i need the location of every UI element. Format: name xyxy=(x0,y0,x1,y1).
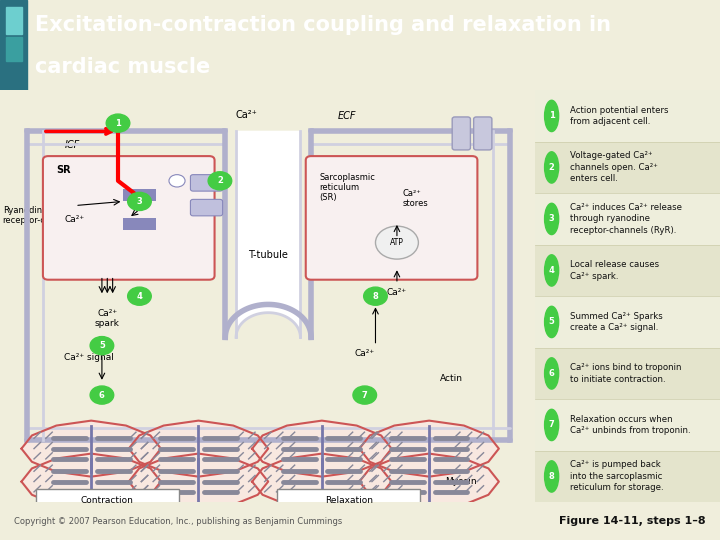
Circle shape xyxy=(376,226,418,259)
FancyBboxPatch shape xyxy=(36,489,179,512)
Polygon shape xyxy=(252,421,392,477)
Polygon shape xyxy=(252,454,392,510)
Text: 5: 5 xyxy=(549,318,554,327)
Bar xyxy=(6,7,22,34)
Text: 3: 3 xyxy=(137,197,143,206)
Text: Figure 14-11, steps 1–8: Figure 14-11, steps 1–8 xyxy=(559,516,706,526)
Text: Summed Ca²⁺ Sparks
create a Ca²⁺ signal.: Summed Ca²⁺ Sparks create a Ca²⁺ signal. xyxy=(570,312,663,332)
Bar xyxy=(535,141,720,193)
Text: 8: 8 xyxy=(549,472,554,481)
Polygon shape xyxy=(22,421,161,477)
Circle shape xyxy=(208,172,232,190)
Text: 4: 4 xyxy=(549,266,554,275)
Circle shape xyxy=(107,114,130,132)
Circle shape xyxy=(127,192,151,211)
Text: 3: 3 xyxy=(549,214,554,224)
Bar xyxy=(535,90,720,141)
Circle shape xyxy=(544,152,559,183)
Circle shape xyxy=(544,100,559,132)
Bar xyxy=(535,399,720,451)
Text: Ca²⁺ ions bind to troponin
to initiate contraction.: Ca²⁺ ions bind to troponin to initiate c… xyxy=(570,363,682,383)
Text: Actin: Actin xyxy=(440,374,463,383)
Circle shape xyxy=(544,358,559,389)
Circle shape xyxy=(544,306,559,338)
Circle shape xyxy=(353,386,377,404)
Text: ECF: ECF xyxy=(338,111,356,121)
Text: cardiac muscle: cardiac muscle xyxy=(35,57,210,77)
Circle shape xyxy=(544,203,559,234)
Bar xyxy=(535,296,720,348)
Text: Ca²⁺ induces Ca²⁺ release
through ryanodine
receptor-channels (RyR).: Ca²⁺ induces Ca²⁺ release through ryanod… xyxy=(570,203,682,235)
Text: Ca²⁺: Ca²⁺ xyxy=(64,215,84,224)
Text: Relaxation occurs when
Ca²⁺ unbinds from troponin.: Relaxation occurs when Ca²⁺ unbinds from… xyxy=(570,415,690,435)
FancyBboxPatch shape xyxy=(190,199,222,216)
Text: 1: 1 xyxy=(115,119,121,127)
Polygon shape xyxy=(129,421,268,477)
Circle shape xyxy=(544,255,559,286)
Bar xyxy=(123,189,156,201)
FancyBboxPatch shape xyxy=(306,156,477,280)
Polygon shape xyxy=(359,454,499,510)
Text: 2: 2 xyxy=(549,163,554,172)
Bar xyxy=(535,451,720,502)
FancyBboxPatch shape xyxy=(452,117,470,150)
Text: ICF: ICF xyxy=(64,140,80,150)
Circle shape xyxy=(544,461,559,492)
Text: Ca²⁺ is pumped back
into the sarcoplasmic
reticulum for storage.: Ca²⁺ is pumped back into the sarcoplasmi… xyxy=(570,461,664,492)
Text: Ca²⁺: Ca²⁺ xyxy=(387,288,407,296)
Text: Local release causes
Ca²⁺ spark.: Local release causes Ca²⁺ spark. xyxy=(570,260,660,281)
Text: Contraction: Contraction xyxy=(81,496,134,505)
Text: Sarcoplasmic
reticulum
(SR): Sarcoplasmic reticulum (SR) xyxy=(319,173,375,202)
FancyBboxPatch shape xyxy=(43,156,215,280)
Circle shape xyxy=(364,287,387,305)
Text: Voltage-gated Ca²⁺
channels open. Ca²⁺
enters cell.: Voltage-gated Ca²⁺ channels open. Ca²⁺ e… xyxy=(570,152,658,184)
Text: 6: 6 xyxy=(99,390,105,400)
Circle shape xyxy=(544,409,559,441)
Circle shape xyxy=(90,386,114,404)
Bar xyxy=(0,0,27,90)
Text: Ca²⁺
spark: Ca²⁺ spark xyxy=(95,308,120,328)
Text: Ryanodine
receptor-channel: Ryanodine receptor-channel xyxy=(3,206,74,225)
Text: 7: 7 xyxy=(549,421,554,429)
Circle shape xyxy=(169,174,185,187)
Text: 1: 1 xyxy=(549,111,554,120)
Text: 4: 4 xyxy=(137,292,143,301)
Circle shape xyxy=(127,287,151,305)
Text: Myosin: Myosin xyxy=(445,477,477,486)
FancyBboxPatch shape xyxy=(277,489,420,512)
Text: Ca²⁺: Ca²⁺ xyxy=(355,349,375,359)
Bar xyxy=(535,348,720,399)
Bar xyxy=(6,64,22,86)
Polygon shape xyxy=(359,421,499,477)
Text: 5: 5 xyxy=(99,341,105,350)
Polygon shape xyxy=(129,454,268,510)
Polygon shape xyxy=(236,131,300,338)
Text: T-tubule: T-tubule xyxy=(248,250,288,260)
Text: ATP: ATP xyxy=(390,238,404,247)
Circle shape xyxy=(90,336,114,355)
Text: Ca²⁺ signal: Ca²⁺ signal xyxy=(64,354,114,362)
Polygon shape xyxy=(22,454,161,510)
Text: 6: 6 xyxy=(549,369,554,378)
Text: 8: 8 xyxy=(373,292,378,301)
FancyBboxPatch shape xyxy=(190,174,222,191)
Bar xyxy=(535,193,720,245)
Text: Ca²⁺
stores: Ca²⁺ stores xyxy=(402,189,428,208)
FancyBboxPatch shape xyxy=(474,117,492,150)
Text: Copyright © 2007 Pearson Education, Inc., publishing as Benjamin Cummings: Copyright © 2007 Pearson Education, Inc.… xyxy=(14,517,343,525)
Text: 2: 2 xyxy=(217,177,223,185)
Bar xyxy=(123,218,156,230)
Text: Relaxation: Relaxation xyxy=(325,496,373,505)
Bar xyxy=(535,245,720,296)
Text: SR: SR xyxy=(56,165,71,174)
Text: Excitation-contraction coupling and relaxation in: Excitation-contraction coupling and rela… xyxy=(35,15,611,35)
Bar xyxy=(6,37,22,62)
Text: Ca²⁺: Ca²⁺ xyxy=(236,110,258,120)
Text: Action potential enters
from adjacent cell.: Action potential enters from adjacent ce… xyxy=(570,106,669,126)
Text: 7: 7 xyxy=(362,390,368,400)
